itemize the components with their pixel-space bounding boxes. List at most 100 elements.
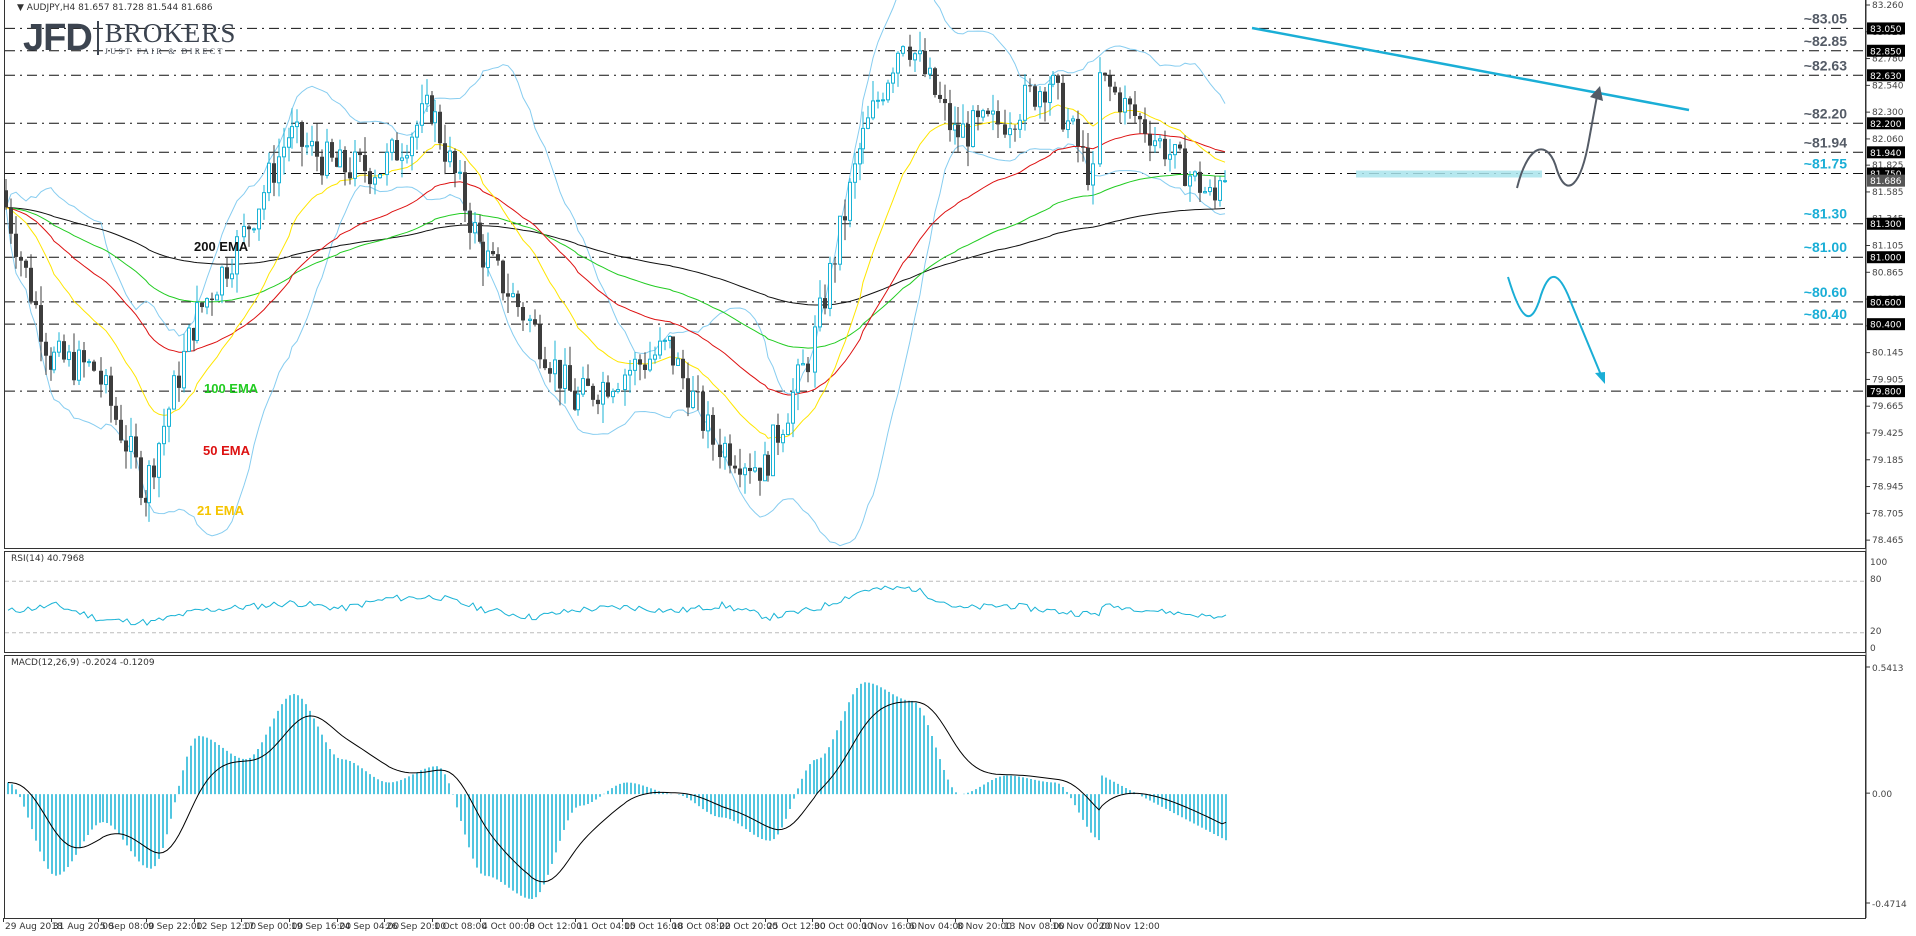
rsi-axis-tick: 0 bbox=[1870, 644, 1876, 654]
rsi-axis-tick: 100 bbox=[1870, 558, 1887, 568]
price-tick: 82.540 bbox=[1872, 81, 1904, 91]
price-tag bbox=[1867, 295, 1905, 308]
date-tick bbox=[194, 918, 195, 922]
price-tick: 80.625 bbox=[1872, 295, 1904, 305]
level-label: ~81.94 bbox=[1804, 134, 1847, 150]
level-label: ~81.30 bbox=[1804, 206, 1847, 222]
time-axis[interactable]: 29 Aug 2018 31 Aug 20:00 5 Sep 08:00 9 Sep … bbox=[0, 918, 1916, 936]
date-tick bbox=[527, 918, 528, 922]
arrow-head-up-icon bbox=[1590, 86, 1603, 101]
price-tick: 81.345 bbox=[1872, 215, 1904, 225]
support-zone-81-75 bbox=[1356, 170, 1542, 178]
jfd-brokers-logo: JFD BROKERS JUST FAIR & DIRECT bbox=[23, 17, 237, 59]
date-label: 18 Oct 08:00 bbox=[672, 922, 731, 932]
price-tag bbox=[1867, 117, 1905, 130]
level-label: ~81.00 bbox=[1804, 239, 1847, 255]
date-label: 11 Oct 04:00 bbox=[577, 922, 636, 932]
date-tick bbox=[98, 918, 99, 922]
price-tag bbox=[1867, 318, 1905, 331]
date-label: 25 Oct 12:00 bbox=[767, 922, 826, 932]
level-label: ~82.63 bbox=[1804, 57, 1847, 73]
rsi-indicator-panel[interactable]: RSI(14) 40.7968 bbox=[4, 551, 1867, 654]
date-label: 4 Oct 00:00 bbox=[482, 922, 535, 932]
price-chart-canvas[interactable]: ~83.05 ~82.85 ~82.63 ~82.20 ~81.94 ~81.75 ~81.… bbox=[5, 0, 1867, 549]
logo-separator bbox=[96, 21, 99, 55]
macd-histogram bbox=[7, 682, 1227, 900]
ema-100-label: 100 EMA bbox=[204, 381, 259, 396]
date-tick bbox=[1002, 918, 1003, 922]
date-tick bbox=[432, 918, 433, 922]
price-tick: 81.825 bbox=[1872, 161, 1904, 171]
price-tick: 83.020 bbox=[1872, 28, 1904, 38]
ema-50-line bbox=[5, 133, 1226, 396]
price-tag-text: 82.200 bbox=[1870, 120, 1902, 130]
macd-chart-canvas[interactable] bbox=[5, 656, 1867, 920]
date-tick bbox=[670, 918, 671, 922]
ema-50-label: 50 EMA bbox=[203, 443, 251, 458]
date-label: 30 Oct 00:00 bbox=[814, 922, 873, 932]
logo-tagline: JUST FAIR & DIRECT bbox=[104, 47, 225, 56]
price-chart-panel[interactable]: ~83.05 ~82.85 ~82.63 ~82.20 ~81.94 ~81.75 ~81.… bbox=[4, 0, 1867, 549]
price-tag bbox=[1867, 22, 1905, 35]
price-tick: 79.665 bbox=[1872, 402, 1904, 412]
date-label: 5 Sep 08:00 bbox=[100, 922, 155, 932]
price-tick: 80.385 bbox=[1872, 322, 1904, 332]
price-tick: 78.465 bbox=[1872, 536, 1904, 546]
bollinger-lower-band bbox=[5, 143, 1226, 547]
price-tick: 80.145 bbox=[1872, 349, 1904, 359]
price-tag bbox=[1867, 385, 1905, 398]
date-tick bbox=[717, 918, 718, 922]
price-tick: 82.300 bbox=[1872, 108, 1904, 118]
date-label: 29 Aug 2018 bbox=[5, 922, 63, 932]
logo-jfd-text: JFD bbox=[23, 17, 93, 59]
collapse-arrow-icon[interactable]: ▼ bbox=[17, 3, 24, 13]
date-tick bbox=[480, 918, 481, 922]
date-label: 22 Oct 20:00 bbox=[719, 922, 778, 932]
date-label: 8 Nov 20:00 bbox=[957, 922, 1012, 932]
date-label: 17 Sep 00:00 bbox=[243, 922, 304, 932]
date-tick bbox=[384, 918, 385, 922]
macd-axis-tick: 0.00 bbox=[1872, 790, 1892, 800]
price-tag-text: 80.600 bbox=[1870, 298, 1902, 308]
date-label: 1 Oct 08:00 bbox=[434, 922, 487, 932]
date-label: 26 Sep 20:00 bbox=[386, 922, 447, 932]
descending-trendline[interactable] bbox=[1251, 26, 1690, 112]
ema-200-label: 200 EMA bbox=[194, 239, 249, 254]
level-label: ~80.60 bbox=[1804, 284, 1847, 300]
ema-21-label: 21 EMA bbox=[197, 503, 245, 518]
logo-brokers-text: BROKERS bbox=[104, 18, 237, 48]
price-tag bbox=[1867, 44, 1905, 57]
level-label: ~80.40 bbox=[1804, 306, 1847, 322]
date-tick bbox=[337, 918, 338, 922]
date-label: 1 Nov 16:00 bbox=[862, 922, 917, 932]
level-label: ~81.75 bbox=[1804, 156, 1847, 172]
price-tag bbox=[1867, 69, 1905, 82]
date-label: 6 Nov 04:00 bbox=[909, 922, 964, 932]
date-label: 16 Nov 00:00 bbox=[1052, 922, 1113, 932]
macd-axis-tick: 0.5413 bbox=[1872, 664, 1904, 674]
macd-signal-line bbox=[7, 701, 1227, 883]
date-tick bbox=[765, 918, 766, 922]
candlesticks bbox=[5, 31, 1227, 522]
date-tick bbox=[289, 918, 290, 922]
macd-indicator-panel[interactable]: MACD(12,26,9) -0.2024 -0.1209 bbox=[4, 655, 1866, 919]
ema-21-line bbox=[5, 104, 1226, 439]
ema-200-line bbox=[5, 206, 1226, 306]
arrow-head-down-icon bbox=[1595, 372, 1605, 384]
date-label: 15 Oct 16:00 bbox=[624, 922, 683, 932]
price-tick: 78.945 bbox=[1872, 483, 1904, 493]
rsi-chart-canvas[interactable] bbox=[5, 552, 1867, 654]
price-tick: 82.060 bbox=[1872, 135, 1904, 145]
price-tag-text: 81.750 bbox=[1870, 170, 1902, 180]
date-label: 12 Sep 12:00 bbox=[196, 922, 257, 932]
price-tag-text: 82.630 bbox=[1870, 72, 1902, 82]
date-tick bbox=[812, 918, 813, 922]
bearish-scenario-arrow bbox=[1507, 275, 1602, 376]
symbol-ohlc-text: AUDJPY,H4 81.657 81.728 81.544 81.686 bbox=[26, 3, 213, 13]
date-label: 13 Nov 08:00 bbox=[1004, 922, 1065, 932]
date-tick bbox=[860, 918, 861, 922]
date-tick bbox=[1097, 918, 1098, 922]
price-tag-text: 81.300 bbox=[1870, 220, 1902, 230]
rsi-line bbox=[7, 585, 1227, 626]
bullish-scenario-arrow bbox=[1516, 95, 1598, 189]
